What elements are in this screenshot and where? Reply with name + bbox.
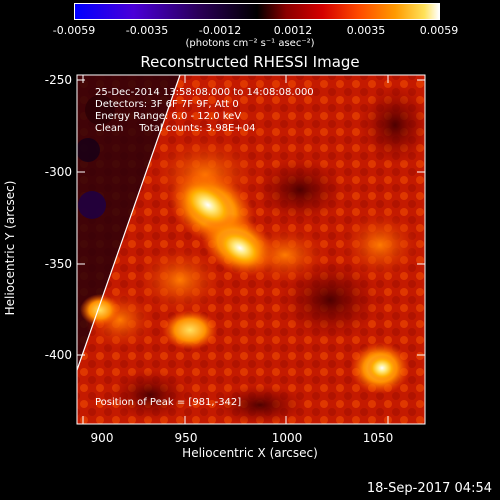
x-tick-label: 950 bbox=[174, 431, 198, 445]
footer-date: 18-Sep-2017 04:54 bbox=[366, 481, 492, 496]
colorbar-tick-label: 0.0012 bbox=[273, 24, 313, 37]
annotation-detectors: Detectors: 3F 6F 7F 9F, Att 0 bbox=[95, 99, 239, 110]
x-axis-label: Heliocentric X (arcsec) bbox=[182, 446, 318, 460]
x-tick-label: 1000 bbox=[271, 431, 303, 445]
y-axis-label: Heliocentric Y (arcsec) bbox=[3, 180, 17, 316]
colorbar-tick-label: 0.0059 bbox=[419, 24, 459, 37]
axis-ticks bbox=[77, 75, 425, 424]
limb-line bbox=[76, 74, 181, 371]
plot-title: Reconstructed RHESSI Image bbox=[140, 53, 360, 71]
annotation-peak-position: Position of Peak = [981,-342] bbox=[95, 397, 242, 408]
annotation-time-range: 25-Dec-2014 13:58:08.000 to 14:08:08.000 bbox=[95, 87, 314, 98]
annotation-method-counts: Clean Total counts: 3.98E+04 bbox=[95, 123, 256, 134]
colorbar-tick-label: -0.0012 bbox=[198, 24, 242, 37]
colorbar bbox=[74, 3, 440, 21]
colorbar-tick-label: -0.0035 bbox=[125, 24, 169, 37]
annotation-energy-range: Energy Range: 6.0 - 12.0 keV bbox=[95, 111, 242, 122]
y-tick-label: -400 bbox=[44, 348, 72, 362]
plot-frame bbox=[76, 74, 426, 425]
colorbar-tick-label: 0.0035 bbox=[346, 24, 386, 37]
y-tick-label: -350 bbox=[44, 257, 72, 271]
y-tick-label: -250 bbox=[44, 73, 72, 87]
x-tick-label: 900 bbox=[90, 431, 114, 445]
colorbar-gradient bbox=[74, 3, 440, 20]
colorbar-unit-label: (photons cm⁻² s⁻¹ asec⁻²) bbox=[185, 38, 315, 49]
y-tick-label: -300 bbox=[44, 165, 72, 179]
x-tick-label: 1050 bbox=[362, 431, 394, 445]
colorbar-tick-label: -0.0059 bbox=[52, 24, 96, 37]
